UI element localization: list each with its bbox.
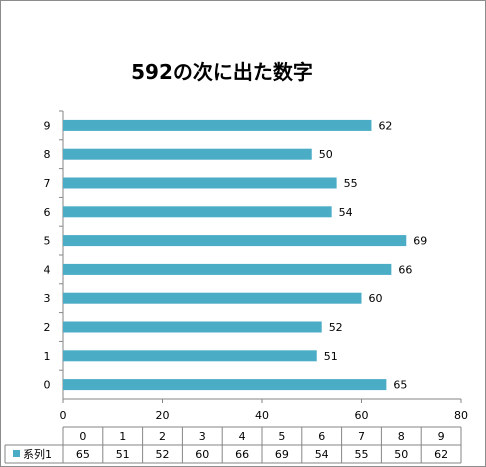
table-header-cell: 4 (239, 430, 246, 443)
table-header-cell: 7 (358, 430, 365, 443)
table-value-cell: 55 (355, 448, 369, 461)
data-label: 69 (413, 235, 427, 248)
category-tick-label: 8 (44, 148, 51, 161)
table-value-cell: 65 (76, 448, 90, 461)
category-tick-label: 5 (44, 235, 51, 248)
table-value-cell: 52 (156, 448, 170, 461)
table-value-cell: 51 (116, 448, 130, 461)
value-tick-label: 0 (60, 409, 67, 422)
data-label: 65 (393, 379, 407, 392)
table-header-cell: 2 (159, 430, 166, 443)
category-tick-label: 6 (44, 206, 51, 219)
table-value-cell: 50 (394, 448, 408, 461)
bar (63, 263, 392, 275)
data-label: 62 (378, 119, 392, 132)
value-tick-label: 80 (454, 409, 468, 422)
chart-title: 592の次に出た数字 (131, 60, 313, 84)
data-label: 66 (398, 263, 412, 276)
value-tick-label: 60 (355, 409, 369, 422)
data-label: 54 (339, 206, 353, 219)
legend-series-name: 系列1 (23, 447, 52, 461)
table-value-cell: 69 (275, 448, 289, 461)
data-label: 50 (319, 148, 333, 161)
data-label: 55 (344, 177, 358, 190)
table-header-cell: 0 (79, 430, 86, 443)
table-header-cell: 9 (438, 430, 445, 443)
bar (63, 177, 337, 189)
table-value-cell: 62 (434, 448, 448, 461)
data-table: 0 65 1 51 2 52 3 60 4 66 5 69 6 54 7 55 8 50 9 62 系列1 (4, 426, 462, 464)
table-header-cell: 5 (278, 430, 285, 443)
category-tick-label: 9 (44, 119, 51, 132)
table-value-cell: 66 (235, 448, 249, 461)
bar (63, 379, 387, 391)
plot-area: 0 65 1 51 2 52 3 60 4 66 5 69 6 54 7 55 8 50 9 62 0 20 40 60 80 (44, 110, 468, 422)
table-header-cell: 8 (398, 430, 405, 443)
category-tick-label: 1 (44, 350, 51, 363)
table-header-cell: 6 (318, 430, 325, 443)
bar (63, 350, 317, 362)
category-tick-label: 0 (44, 379, 51, 392)
table-header-cell: 3 (199, 430, 206, 443)
data-label: 60 (369, 292, 383, 305)
bar (63, 206, 332, 218)
value-tick-label: 40 (255, 409, 269, 422)
category-tick-label: 7 (44, 177, 51, 190)
data-label: 51 (324, 350, 338, 363)
table-value-cell: 54 (315, 448, 329, 461)
legend-key-swatch (13, 450, 20, 457)
bar (63, 148, 312, 160)
bar (63, 119, 372, 131)
table-header-cell: 1 (119, 430, 126, 443)
bar (63, 321, 322, 333)
category-tick-label: 2 (44, 321, 51, 334)
bar (63, 235, 407, 247)
category-tick-label: 4 (44, 263, 51, 276)
value-tick-label: 20 (156, 409, 170, 422)
category-tick-label: 3 (44, 292, 51, 305)
table-value-cell: 60 (195, 448, 209, 461)
data-label: 52 (329, 321, 343, 334)
bar (63, 292, 362, 304)
